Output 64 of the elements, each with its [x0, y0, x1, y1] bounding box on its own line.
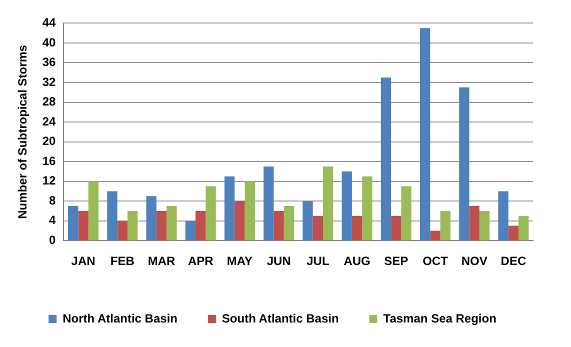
bar — [498, 191, 508, 240]
bar — [68, 206, 78, 240]
y-tick-label: 32 — [42, 74, 56, 89]
bar — [323, 166, 334, 240]
bar — [244, 181, 255, 240]
bar — [107, 191, 118, 240]
y-tick-label: 4 — [49, 213, 56, 228]
legend-label: North Atlantic Basin — [62, 311, 178, 326]
bar — [166, 206, 177, 240]
bar — [302, 201, 313, 240]
bar — [185, 220, 196, 240]
bar — [362, 176, 372, 240]
y-tick-label: 28 — [42, 94, 56, 109]
bar — [88, 181, 99, 240]
bar — [312, 216, 324, 240]
bar — [234, 201, 245, 240]
x-tick-label: MAR — [148, 254, 176, 268]
bar — [156, 210, 167, 240]
bar — [469, 206, 480, 240]
x-tick-label: JUN — [266, 254, 291, 268]
y-axis-title: Number of Subtropical Storms — [16, 44, 30, 219]
bar — [380, 78, 392, 240]
bar — [508, 226, 519, 240]
y-tick-label: 0 — [49, 232, 56, 247]
bar — [430, 230, 440, 240]
bar — [518, 216, 529, 240]
bar — [146, 196, 156, 240]
y-tick-label: 20 — [42, 134, 56, 148]
bar — [459, 87, 470, 240]
bar — [127, 210, 138, 240]
bar — [117, 220, 128, 240]
x-tick-label: MAY — [226, 254, 253, 268]
bar — [196, 210, 206, 240]
x-tick-label: FEB — [110, 254, 135, 268]
y-tick-label: 24 — [42, 114, 56, 128]
bar — [479, 210, 490, 240]
x-tick-label: SEP — [384, 254, 408, 268]
legend-label: Tasman Sea Region — [383, 311, 496, 326]
bar — [401, 186, 412, 240]
x-tick-label: APR — [188, 254, 214, 268]
bar — [352, 216, 362, 240]
legend-label: South Atlantic Basin — [222, 311, 339, 326]
bar — [420, 28, 430, 240]
bar — [264, 166, 274, 240]
x-tick-label: JAN — [71, 254, 96, 268]
y-tick-label: 44 — [42, 16, 56, 30]
bar — [284, 206, 294, 240]
x-tick-label: OCT — [422, 254, 449, 268]
y-tick-label: 8 — [49, 193, 56, 208]
y-tick-label: 16 — [42, 154, 56, 168]
bar — [78, 210, 88, 240]
bar — [274, 210, 284, 240]
bar — [440, 210, 450, 240]
x-tick-label: AUG — [344, 254, 370, 268]
bar — [391, 216, 402, 240]
bar — [206, 186, 216, 240]
bar — [224, 176, 235, 240]
y-tick-label: 12 — [42, 174, 56, 188]
x-tick-label: DEC — [500, 254, 526, 268]
y-tick-label: 36 — [42, 55, 56, 70]
x-tick-label: NOV — [461, 254, 488, 268]
bar — [342, 171, 352, 240]
y-tick-label: 40 — [42, 35, 56, 50]
x-tick-label: JUL — [306, 254, 330, 268]
